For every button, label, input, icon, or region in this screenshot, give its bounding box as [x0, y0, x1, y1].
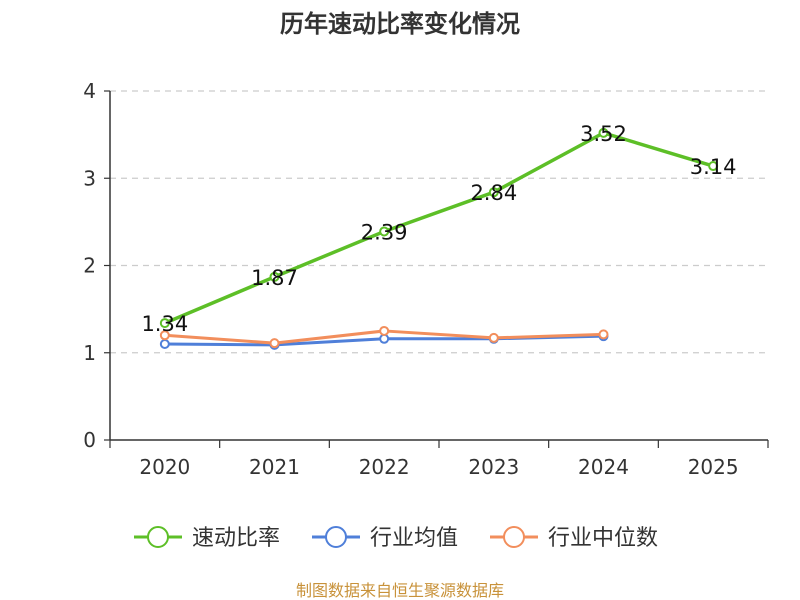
series-point-0 [159, 318, 170, 329]
series-point-2 [598, 329, 609, 340]
legend-item: 行业中位数 [490, 526, 658, 551]
data-label: 2.84 [470, 181, 517, 205]
series-point-0 [708, 161, 719, 172]
x-tick-label: 2023 [468, 455, 519, 479]
legend-swatch-marker [325, 526, 347, 548]
y-tick-label: 1 [83, 341, 96, 365]
series-point-1 [159, 339, 170, 350]
source-note: 制图数据来自恒生聚源数据库 [296, 581, 504, 600]
legend-label: 速动比率 [192, 526, 280, 551]
y-tick-label: 3 [83, 166, 96, 190]
x-tick-label: 2020 [139, 455, 190, 479]
legend-label: 行业中位数 [548, 526, 658, 551]
legend-swatch-marker [503, 526, 525, 548]
y-tick-label: 0 [83, 428, 96, 452]
series-point-0 [598, 127, 609, 138]
legend-label: 行业均值 [370, 526, 458, 551]
series-point-1 [379, 333, 390, 344]
series-point-2 [159, 330, 170, 341]
data-label: 2.39 [361, 220, 408, 244]
x-tick-label: 2021 [249, 455, 300, 479]
data-label: 1.87 [251, 266, 298, 290]
chart-title: 历年速动比率变化情况 [280, 10, 520, 38]
series-point-2 [269, 338, 280, 349]
data-label: 1.34 [141, 312, 188, 336]
series-point-2 [488, 332, 499, 343]
x-tick-label: 2024 [578, 455, 629, 479]
legend-item: 速动比率 [134, 526, 280, 551]
series-line-0 [164, 131, 714, 325]
series-point-0 [269, 271, 280, 282]
series-point-0 [488, 187, 499, 198]
y-tick-label: 4 [83, 79, 96, 103]
y-tick-label: 2 [83, 254, 96, 278]
data-label: 3.14 [690, 155, 737, 179]
series-point-2 [379, 325, 390, 336]
data-label: 3.52 [580, 122, 627, 146]
series-point-0 [379, 226, 390, 237]
legend-swatch-marker [147, 526, 169, 548]
legend-item: 行业均值 [312, 526, 458, 551]
x-tick-label: 2025 [688, 455, 739, 479]
x-tick-label: 2022 [359, 455, 410, 479]
